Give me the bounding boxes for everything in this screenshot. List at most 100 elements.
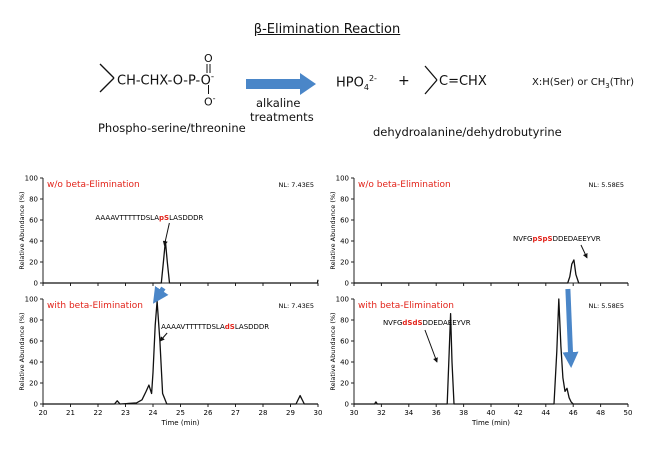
reactant-formula: CH-CHX-O-P-O- (117, 72, 215, 89)
y-tick-label: 40 (29, 238, 38, 246)
x-tick-label: 25 (176, 409, 185, 417)
y-tick-label: 100 (25, 175, 38, 183)
reactant-name: Phospho-serine/threonine (98, 121, 246, 135)
peptide-seq-pre: NVFG (513, 235, 532, 243)
reaction-scheme: β-Elimination Reaction CH-CHX-O-P-O- O O… (0, 0, 654, 160)
x-tick-label: 46 (569, 409, 578, 417)
peptide-label: AAAAVTTTTTDSLAdSLASDDDR (161, 323, 269, 331)
y-tick-label: 40 (29, 359, 38, 367)
product-alkene: C=CHX (439, 74, 487, 89)
x-tick-label: 42 (514, 409, 523, 417)
x-tick-label: 34 (404, 409, 413, 417)
chromatogram-trace (43, 300, 318, 405)
y-tick-label: 0 (34, 401, 38, 409)
panel-label: w/o beta-Elimination (358, 180, 451, 190)
product-name: dehydroalanine/dehydrobutyrine (373, 125, 562, 139)
shift-arrow-right (562, 288, 579, 368)
y-tick-label: 100 (336, 296, 349, 304)
x-tick-label: 20 (39, 409, 48, 417)
x-tick-label: 44 (541, 409, 550, 417)
peptide-seq-mod: dSdS (402, 319, 422, 327)
peptide-seq-post: DDEDAEEYVR (423, 319, 471, 327)
x-tick-label: 36 (432, 409, 441, 417)
y-tick-label: 0 (34, 280, 38, 288)
y-tick-label: 80 (29, 317, 38, 325)
x-substituent-note: X:H(Ser) or CH3(Thr) (532, 77, 635, 90)
product-bond-lower (424, 79, 438, 95)
arrow-label-line2: treatments (250, 110, 314, 124)
x-tick-label: 23 (121, 409, 130, 417)
x-tick-label: 50 (624, 409, 633, 417)
reaction-arrow (246, 73, 316, 95)
x-tick-label: 26 (204, 409, 213, 417)
panel-label: with beta-Elimination (358, 301, 454, 311)
x-axis-label: Time (min) (471, 419, 510, 427)
peptide-seq-mod: pSpS (532, 235, 552, 243)
y-tick-label: 20 (29, 380, 38, 388)
y-tick-label: 60 (29, 338, 38, 346)
reactant-bond-upper (99, 63, 115, 79)
y-tick-label: 0 (345, 280, 349, 288)
y-tick-label: 100 (336, 175, 349, 183)
y-tick-label: 20 (29, 259, 38, 267)
x-tick-label: 32 (377, 409, 386, 417)
peptide-seq-post: LASDDDR (235, 323, 269, 331)
peptide-seq-post: DDEDAEEYVR (553, 235, 601, 243)
y-tick-label: 20 (340, 380, 349, 388)
y-axis-label: Relative Abundance (%) (329, 312, 337, 390)
panel-label: w/o beta-Elimination (47, 180, 140, 190)
peptide-pointer-arrow (159, 332, 168, 342)
nl-value: NL: 5.58E5 (589, 181, 624, 189)
product-bond-upper (424, 65, 438, 81)
peptide-seq-pre: AAAAVTTTTTDSLA (161, 323, 225, 331)
x-tick-label: 22 (94, 409, 103, 417)
peptide-label: NVFGpSpSDDEDAEEYVR (513, 235, 601, 243)
peptide-label: AAAAVTTTTTDSLApSLASDDDR (95, 214, 203, 222)
y-tick-label: 60 (29, 217, 38, 225)
reactant-oxygen-bottom: O- (204, 94, 216, 109)
chromatogram-trace (43, 240, 319, 284)
scheme-graphics (99, 63, 438, 95)
reaction-title: β-Elimination Reaction (253, 22, 401, 37)
chromatogram-trace (354, 259, 628, 284)
y-tick-label: 80 (340, 317, 349, 325)
y-tick-label: 60 (340, 217, 349, 225)
x-tick-label: 38 (459, 409, 468, 417)
x-axis-label: Time (min) (160, 419, 199, 427)
x-tick-label: 24 (149, 409, 158, 417)
chart-top-right: 0 20 40 60 80 100 Relative Abundance (%) w/o be… (329, 175, 629, 288)
x-tick-label: 21 (66, 409, 75, 417)
y-tick-label: 0 (345, 401, 349, 409)
x-tick-label: 28 (259, 409, 268, 417)
peptide-pointer-arrow (162, 222, 170, 247)
y-tick-label: 40 (340, 359, 349, 367)
peptide-label: NVFGdSdSDDEDAEEYVR (383, 319, 471, 327)
y-axis-label: Relative Abundance (%) (329, 191, 337, 269)
chart-bottom-right: 0 20 40 60 80 100 30 32 34 36 38 40 42 44 46 48 50 Relati… (329, 296, 632, 428)
x-tick-label: 29 (286, 409, 295, 417)
nl-value: NL: 5.58E5 (589, 302, 624, 310)
peptide-seq-mod: dS (225, 323, 235, 331)
panel-label: with beta-Elimination (47, 301, 143, 311)
reactant-oxygen-top: O (204, 52, 213, 65)
x-tick-label: 27 (231, 409, 240, 417)
y-tick-label: 100 (25, 296, 38, 304)
y-tick-label: 20 (340, 259, 349, 267)
x-tick-label: 30 (350, 409, 359, 417)
y-tick-label: 60 (340, 338, 349, 346)
peptide-pointer-arrow (424, 329, 438, 363)
y-tick-label: 80 (340, 196, 349, 204)
peptide-seq-mod: pS (159, 214, 169, 222)
y-tick-label: 40 (340, 238, 349, 246)
chromatogram-trace (354, 298, 628, 405)
x-tick-label: 40 (487, 409, 496, 417)
peptide-seq-pre: NVFG (383, 319, 402, 327)
reactant-bond-lower (99, 77, 115, 93)
peptide-pointer-arrow (580, 244, 588, 259)
x-tick-label: 48 (596, 409, 605, 417)
nl-value: NL: 7.43E5 (279, 302, 314, 310)
shift-arrow-left (152, 286, 169, 304)
product-phosphate: HPO42- (336, 74, 377, 92)
